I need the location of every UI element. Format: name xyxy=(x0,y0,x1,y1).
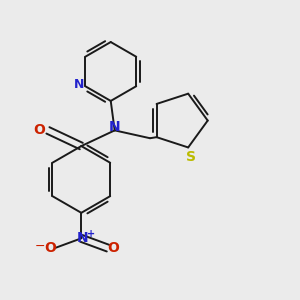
Text: O: O xyxy=(107,241,118,255)
Text: +: + xyxy=(87,229,95,238)
Text: N: N xyxy=(109,120,121,134)
Text: S: S xyxy=(186,150,196,164)
Text: N: N xyxy=(74,78,85,91)
Text: −: − xyxy=(34,240,45,253)
Text: N: N xyxy=(77,231,88,245)
Text: O: O xyxy=(33,123,45,137)
Text: O: O xyxy=(44,241,56,255)
